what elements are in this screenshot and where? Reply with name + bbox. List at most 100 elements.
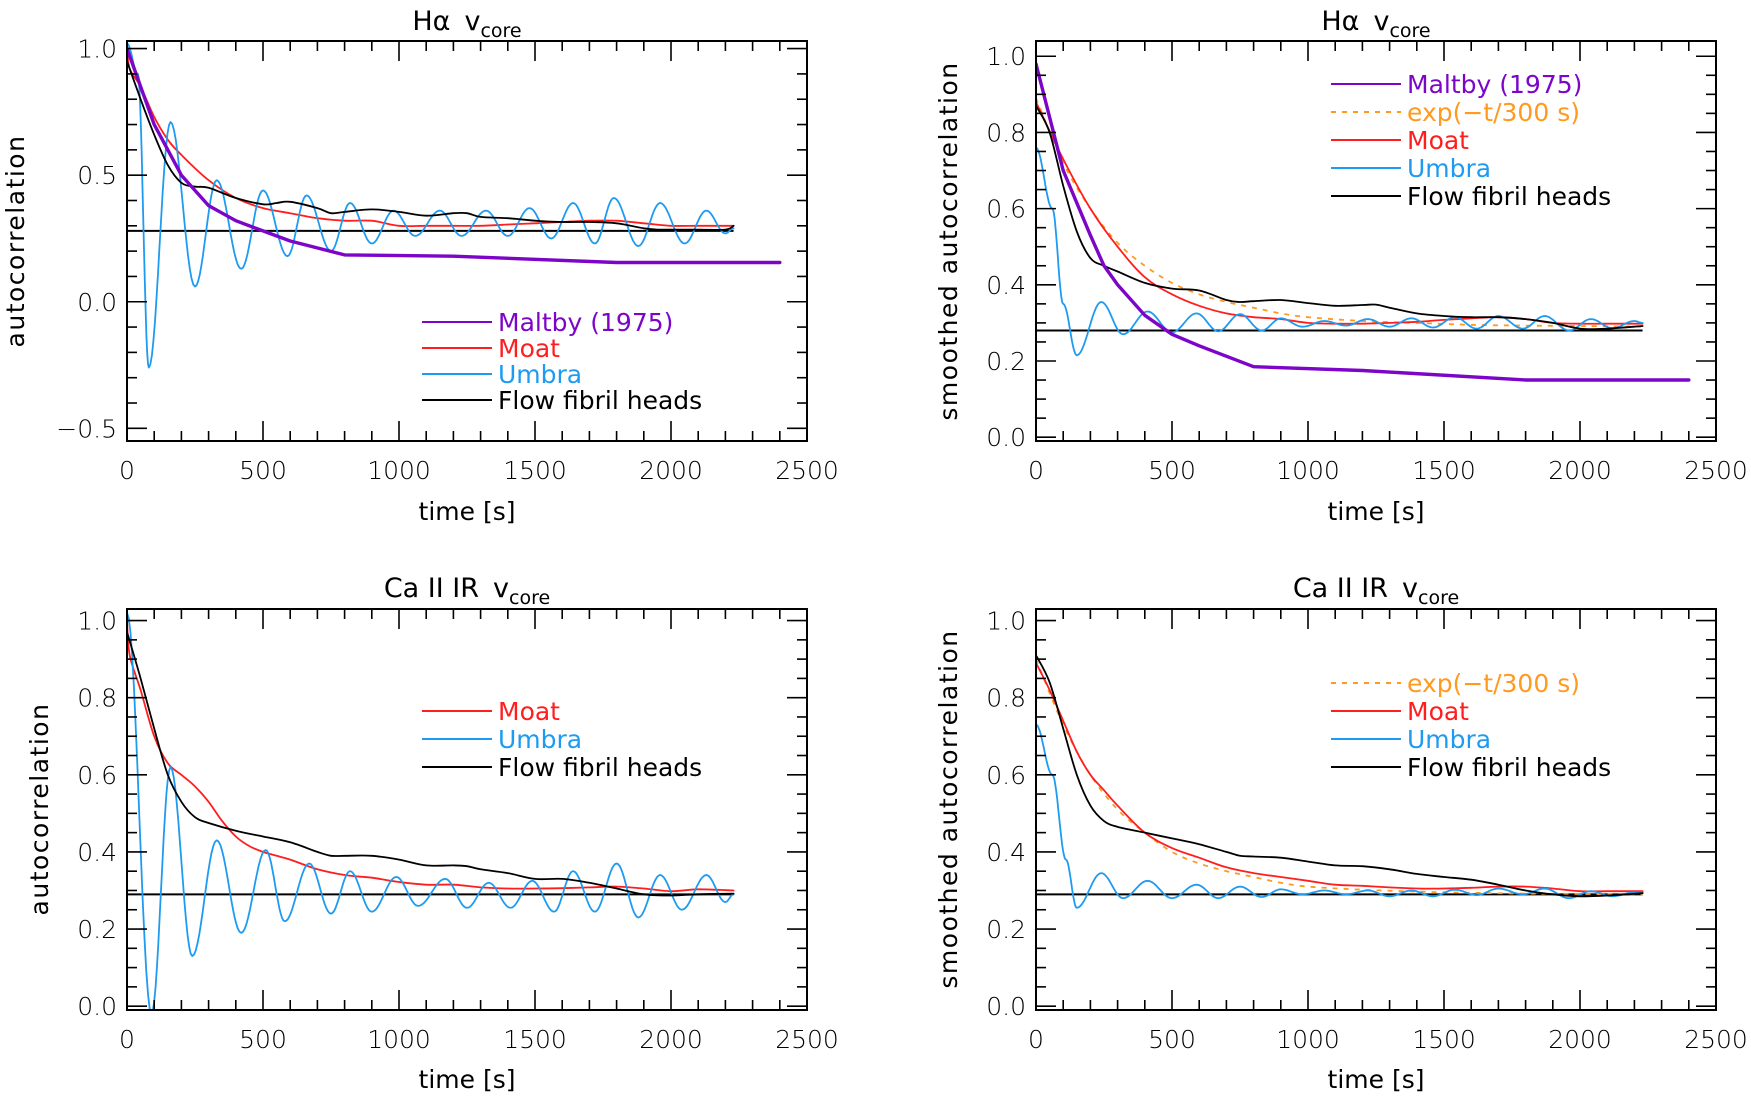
legend-label-maltby: Maltby (1975) [498, 308, 673, 337]
x-tick-label: 1000 [1276, 1025, 1340, 1054]
series-umbra-line [1036, 146, 1644, 357]
legend-item-umbra: Umbra [422, 360, 582, 389]
y-tick-label: 0.0 [77, 992, 117, 1021]
plot-area [1036, 62, 1691, 382]
legend-item-moat: Moat [1331, 697, 1469, 726]
legend-label-flow: Flow fibril heads [498, 386, 702, 415]
x-tick-label: 1000 [367, 1025, 431, 1054]
series-umbra-line [127, 42, 735, 369]
legend-label-exp: exp(−t/300 s) [1407, 98, 1580, 127]
panel-halpha-smoothed: Hα vcore smoothed autocorrelation time [s… [934, 6, 1748, 526]
x-tick-label: 0 [1028, 456, 1044, 485]
legend-item-flow: Flow fibril heads [1331, 182, 1611, 211]
panel-title: Ca II IR vcore [1293, 573, 1459, 609]
series-flow-line [1036, 654, 1644, 898]
y-tick-label: 0.5 [77, 161, 117, 190]
legend-item-exp: exp(−t/300 s) [1331, 669, 1580, 698]
legend-label-moat: Moat [1407, 126, 1469, 155]
legend-label-flow: Flow fibril heads [1407, 182, 1611, 211]
legend-label-umbra: Umbra [498, 725, 582, 754]
y-axis-label: smoothed autocorrelation [934, 61, 963, 420]
y-tick-label: 0.0 [986, 423, 1026, 452]
title-subscript: core [509, 587, 550, 609]
y-tick-label: 1.0 [986, 42, 1026, 71]
legend-label-maltby: Maltby (1975) [1407, 70, 1582, 99]
y-tick-label: 0.8 [77, 684, 117, 713]
x-tick-label: 1500 [1412, 1025, 1476, 1054]
y-tick-label: 0.8 [986, 684, 1026, 713]
axes-frame [1035, 608, 1717, 1011]
y-tick-label: 1.0 [77, 607, 117, 636]
legend-item-moat: Moat [1331, 126, 1469, 155]
x-axis-label: time [s] [419, 497, 516, 526]
x-tick-label: 2000 [1548, 456, 1612, 485]
title-subscript: core [1418, 587, 1459, 609]
y-tick-label: 1.0 [77, 35, 117, 64]
series-moat-line [1036, 662, 1644, 893]
y-tick-label: 0.6 [986, 195, 1026, 224]
plot-area [1036, 654, 1644, 909]
x-tick-label: 0 [1028, 1025, 1044, 1054]
y-tick-label: 0.2 [77, 915, 117, 944]
plot-area [127, 612, 735, 1010]
series-umbra-line [1036, 723, 1644, 909]
panel-title: Hα vcore [412, 6, 521, 42]
legend-label-umbra: Umbra [1407, 725, 1491, 754]
y-tick-label: 0.2 [986, 915, 1026, 944]
legend-item-exp: exp(−t/300 s) [1331, 98, 1580, 127]
x-tick-label: 0 [119, 1025, 135, 1054]
x-tick-label: 2500 [1684, 1025, 1748, 1054]
y-tick-label: −0.5 [56, 414, 117, 443]
y-tick-label: 0.0 [77, 288, 117, 317]
x-tick-label: 1000 [367, 456, 431, 485]
panel-halpha-raw: Hα vcore autocorrelation time [s] 0 500 100… [1, 6, 839, 526]
legend-label-moat: Moat [498, 334, 560, 363]
series-umbra-line [127, 612, 735, 1010]
title-main: Hα [1321, 6, 1359, 37]
legend-item-flow: Flow fibril heads [1331, 753, 1611, 782]
title-main: Ca II IR [1293, 573, 1388, 604]
axes-frame [126, 40, 808, 442]
title-main: Hα [412, 6, 450, 37]
x-tick-label: 1500 [503, 456, 567, 485]
series-flow-line [127, 60, 735, 231]
x-tick-label: 2000 [1548, 1025, 1612, 1054]
legend-label-umbra: Umbra [1407, 154, 1491, 183]
legend-item-umbra: Umbra [422, 725, 582, 754]
title-symbol: v [1402, 573, 1418, 604]
x-tick-label: 2500 [775, 456, 839, 485]
axes-frame [126, 608, 808, 1011]
legend-item-moat: Moat [422, 697, 560, 726]
legend: Maltby (1975)exp(−t/300 s)MoatUmbraFlow … [1331, 70, 1611, 211]
y-axis-label: autocorrelation [25, 703, 54, 916]
x-tick-label: 1000 [1276, 456, 1340, 485]
series-flow-line [127, 631, 735, 897]
x-tick-label: 1500 [503, 1025, 567, 1054]
legend-item-moat: Moat [422, 334, 560, 363]
y-axis-label: smoothed autocorrelation [934, 629, 963, 988]
y-tick-label: 0.2 [986, 347, 1026, 376]
plot-area [127, 42, 782, 369]
title-symbol: v [493, 573, 509, 604]
legend-item-maltby: Maltby (1975) [422, 308, 673, 337]
legend-item-maltby: Maltby (1975) [1331, 70, 1582, 99]
series-maltby-line [127, 46, 782, 265]
title-subscript: core [480, 20, 521, 42]
legend-label-moat: Moat [1407, 697, 1469, 726]
series-maltby-line [1036, 62, 1691, 382]
series-flow-line [1036, 104, 1644, 331]
y-tick-label: 0.4 [77, 838, 117, 867]
x-tick-label: 2000 [639, 456, 703, 485]
x-tick-label: 0 [119, 456, 135, 485]
x-tick-label: 500 [1148, 456, 1196, 485]
x-tick-label: 500 [239, 1025, 287, 1054]
legend-label-flow: Flow fibril heads [498, 753, 702, 782]
panel-title: Hα vcore [1321, 6, 1430, 42]
x-tick-label: 500 [1148, 1025, 1196, 1054]
title-main: Ca II IR [384, 573, 479, 604]
y-tick-label: 0.4 [986, 271, 1026, 300]
y-tick-label: 0.4 [986, 838, 1026, 867]
